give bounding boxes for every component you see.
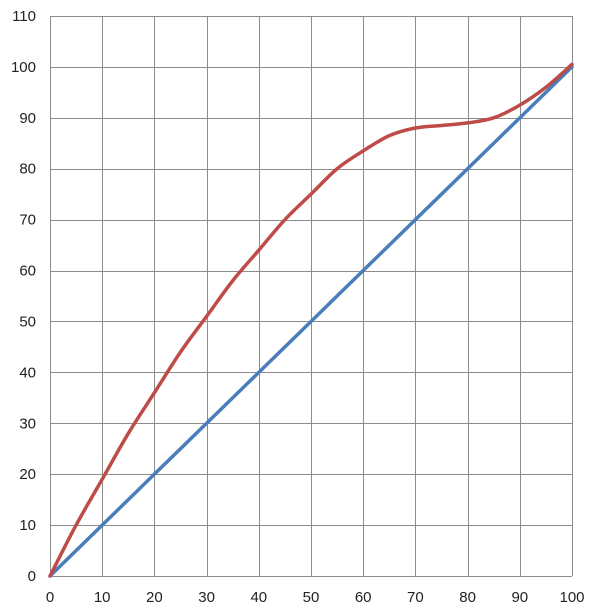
y-tick-label: 110	[12, 8, 36, 25]
y-tick-label: 20	[19, 466, 36, 483]
x-tick-label: 80	[459, 589, 476, 606]
x-tick-label: 0	[46, 589, 54, 606]
y-tick-label: 0	[28, 568, 36, 585]
x-tick-label: 30	[198, 589, 215, 606]
x-tick-label: 90	[511, 589, 528, 606]
y-tick-label: 50	[19, 313, 36, 330]
x-tick-label: 60	[355, 589, 372, 606]
x-tick-label: 100	[559, 589, 584, 606]
y-tick-label: 80	[19, 161, 36, 178]
y-tick-label: 90	[19, 110, 36, 127]
y-axis-ticks: 0 10 20 30 40 50 60 70 80 90 100 110	[11, 8, 36, 585]
y-tick-label: 70	[19, 212, 36, 229]
series-layer	[48, 62, 574, 578]
x-tick-label: 50	[303, 589, 320, 606]
series-line-1	[48, 62, 574, 578]
y-tick-label: 60	[19, 263, 36, 280]
x-axis-ticks: 0 10 20 30 40 50 60 70 80 90 100	[46, 589, 585, 606]
y-tick-label: 10	[19, 517, 36, 534]
series-line-0	[48, 65, 574, 578]
y-tick-label: 30	[19, 415, 36, 432]
y-tick-label: 100	[11, 59, 36, 76]
x-tick-label: 40	[250, 589, 267, 606]
x-tick-label: 10	[94, 589, 111, 606]
x-tick-label: 20	[146, 589, 163, 606]
grid	[50, 16, 573, 577]
y-tick-label: 40	[19, 364, 36, 381]
x-tick-label: 70	[407, 589, 424, 606]
